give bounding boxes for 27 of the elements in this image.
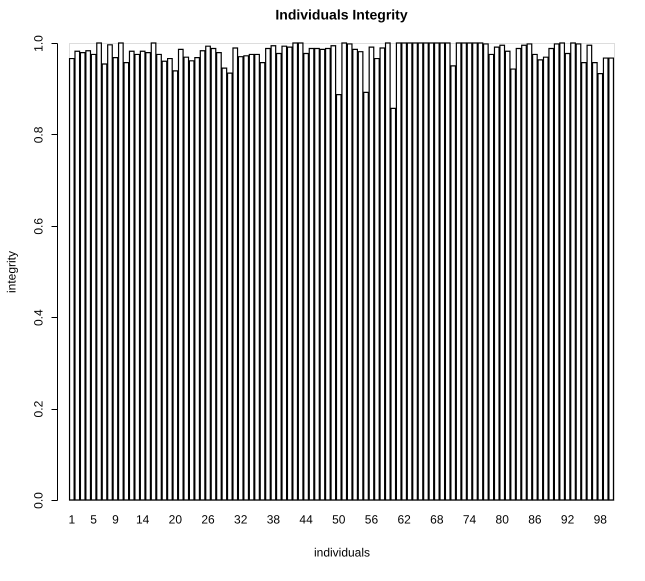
y-tick-label: 0.2: [32, 400, 46, 418]
x-tick-label: 26: [201, 512, 216, 526]
x-tick-label: 86: [528, 512, 542, 526]
x-tick-label: 98: [594, 512, 608, 526]
x-tick-label: 44: [299, 512, 314, 526]
x-tick-label: 50: [332, 512, 346, 526]
x-tick-label: 1: [68, 512, 76, 526]
y-tick-label: 0.8: [32, 126, 46, 144]
y-tick-label: 0.4: [32, 309, 46, 326]
x-tick-label: 5: [90, 512, 98, 526]
x-tick-label: 20: [168, 512, 182, 526]
x-tick-label: 68: [430, 512, 444, 526]
x-tick-label: 62: [397, 512, 412, 526]
x-tick-label: 32: [234, 512, 248, 526]
y-tick-label: 0.6: [32, 218, 46, 235]
x-axis-title: individuals: [314, 546, 370, 560]
x-tick-label: 14: [136, 512, 150, 526]
x-tick-label: 80: [496, 512, 510, 526]
y-tick-label: 0.0: [32, 492, 46, 509]
x-tick-label: 38: [266, 512, 280, 526]
x-tick-label: 56: [364, 512, 378, 526]
chart-title: Individuals Integrity: [275, 6, 408, 23]
y-axis-title: integrity: [4, 250, 18, 294]
x-tick-label: 9: [112, 512, 120, 526]
x-tick-label: 74: [462, 512, 477, 526]
y-tick-label: 1.0: [32, 34, 46, 52]
x-tick-label: 92: [560, 512, 575, 526]
